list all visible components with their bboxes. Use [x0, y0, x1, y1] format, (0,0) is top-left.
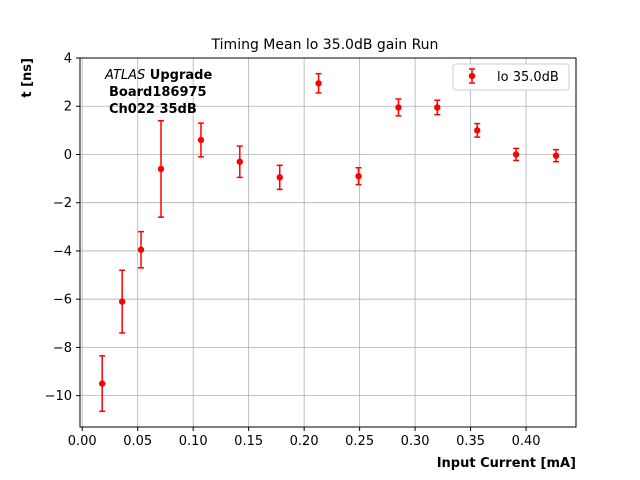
data-point [197, 122, 205, 158]
atlas-annotation: ATLAS Upgrade Board186975 Ch022 35dB [104, 68, 212, 117]
data-point [98, 355, 106, 413]
y-axis-label: t [ns] [20, 58, 35, 98]
data-point [512, 147, 520, 162]
data-marker [512, 151, 520, 158]
data-marker [98, 380, 106, 387]
data-marker [395, 104, 402, 111]
data-point [474, 122, 481, 138]
data-point [315, 72, 322, 94]
data-marker [315, 80, 322, 87]
data-marker [474, 127, 481, 134]
data-series [98, 72, 560, 413]
legend-marker [468, 72, 476, 80]
data-point [395, 98, 402, 117]
plot-frame [79, 57, 577, 428]
data-marker [157, 165, 165, 173]
y-tick-label: −8 [53, 341, 72, 356]
gridlines [80, 57, 576, 427]
data-point [355, 166, 362, 186]
x-tick-label: 0.35 [456, 434, 485, 449]
data-marker [355, 172, 362, 180]
data-marker [236, 158, 243, 165]
annotation-upgrade: Upgrade [145, 68, 212, 83]
data-point [236, 145, 243, 179]
data-point [434, 99, 441, 116]
x-tick-label: 0.15 [234, 434, 263, 449]
y-tick-label: −2 [53, 196, 72, 211]
y-tick-label: −10 [45, 389, 72, 404]
data-marker [118, 298, 126, 305]
data-point [137, 230, 145, 269]
y-tick-label: 0 [64, 148, 72, 163]
data-marker [552, 152, 560, 159]
x-tick-label: 0.20 [290, 434, 319, 449]
x-axis-label: Input Current [mA] [437, 456, 576, 471]
x-tick-label: 0.25 [345, 434, 374, 449]
data-marker [434, 104, 441, 111]
legend: lo 35.0dB [452, 63, 570, 91]
data-point [157, 119, 165, 218]
x-tick-label: 0.10 [179, 434, 208, 449]
y-tick-label: 2 [64, 100, 72, 115]
chart-title: Timing Mean lo 35.0dB gain Run [211, 37, 439, 53]
y-tick-label: −6 [53, 293, 72, 308]
x-tick-label: 0.05 [123, 434, 152, 449]
annotation-board: Board186975 [109, 85, 207, 100]
data-marker [197, 136, 205, 144]
y-axis: −10 −8 −6 −4 −2 0 2 4 [45, 52, 80, 404]
data-point [552, 148, 560, 163]
annotation-channel: Ch022 35dB [109, 102, 197, 117]
x-tick-label: 0.40 [512, 434, 541, 449]
data-marker [137, 246, 145, 253]
y-tick-label: 4 [64, 52, 72, 67]
x-tick-label: 0.00 [68, 434, 97, 449]
annotation-atlas: ATLAS [104, 68, 145, 83]
data-marker [276, 174, 283, 181]
data-point [118, 269, 126, 334]
data-point [276, 164, 283, 191]
x-axis: 0.00 0.05 0.10 0.15 0.20 0.25 0.30 0.35 0.40 [68, 427, 541, 449]
legend-label: lo 35.0dB [497, 70, 559, 85]
legend-box [452, 63, 570, 91]
svg-text:ATLAS Upgrade: ATLAS Upgrade [104, 68, 212, 83]
x-tick-label: 0.30 [401, 434, 430, 449]
y-tick-label: −4 [53, 244, 72, 259]
